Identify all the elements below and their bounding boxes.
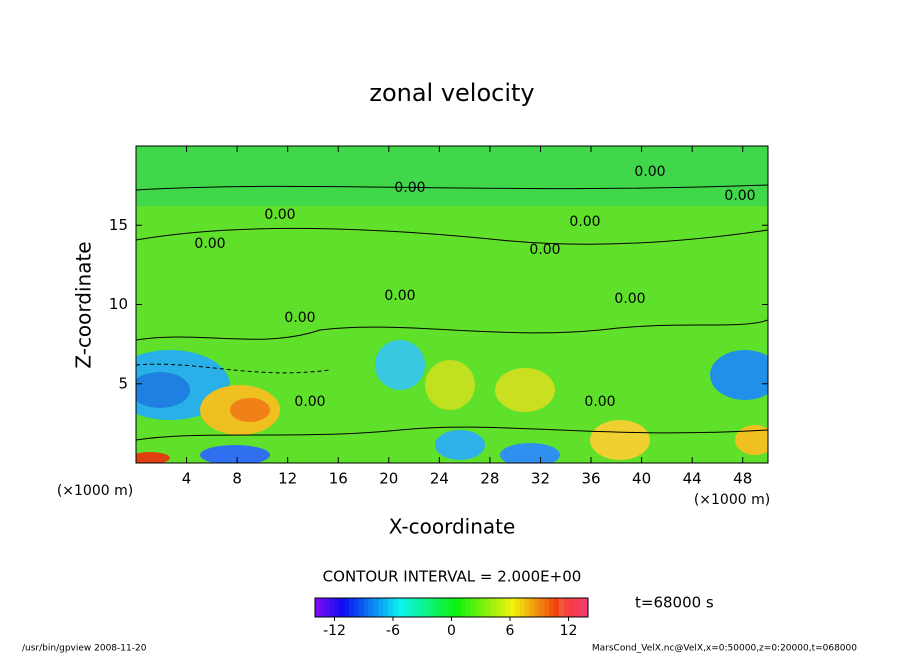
colorbar-cell [583,598,589,617]
colorbar-cell [558,598,564,617]
colorbar-cell [456,598,462,617]
contour-label: 0.00 [384,288,415,304]
contour-label: 0.00 [634,164,665,180]
colorbar-cell [378,598,384,617]
colorbar-cell [324,598,330,617]
x-axis-title: X-coordinate [389,515,516,539]
colorbar-cell [432,598,438,617]
colorbar-cell [319,598,326,617]
colorbar-cell [553,598,560,617]
colorbar-cell [446,598,452,617]
colorbar-cell [451,598,457,617]
footer-left: /usr/bin/gpview 2008-11-20 [22,644,147,654]
x-tick-label: 24 [430,470,449,488]
colorbar-cell [393,598,399,617]
colorbar-cell [412,598,418,617]
x-tick-label: 32 [531,470,550,488]
colorbar-cell [475,598,482,617]
colorbar-tick-label: 0 [447,623,456,639]
colorbar-cell [524,598,530,617]
field [136,146,768,463]
colorbar-cell [334,598,340,617]
colorbar-cell [549,598,555,617]
colorbar-cell [578,598,584,617]
colorbar-cell [363,598,369,617]
contour-label: 0.00 [529,242,560,258]
colorbar-cell [529,598,535,617]
colorbar-cell [349,598,355,617]
colorbar-cell [402,598,408,617]
contour-label: 0.00 [569,214,600,230]
colorbar-cell [563,598,569,617]
colorbar-cell [544,598,550,617]
colorbar-cell [329,598,335,617]
chart-title: zonal velocity [369,79,534,107]
colorbar-cell [480,598,486,617]
colorbar-cell [485,598,491,617]
colorbar-cell [441,598,447,617]
y-tick-label: 5 [118,374,128,392]
colorbar-cell [383,598,389,617]
colorbar-tick-label: 12 [560,623,578,639]
contour-label: 0.00 [614,291,645,307]
y-tick-label: 10 [109,295,128,313]
colorbar-cell [510,598,516,617]
colorbar-cell [315,598,321,617]
y-axis-title: Z-coordinate [72,241,96,368]
x-tick-label: 40 [632,470,651,488]
footer-right: MarsCond_VelX.nc@VelX,x=0:50000,z=0:2000… [592,644,857,654]
colorbar-cell [417,598,423,617]
x-tick-label: 48 [733,470,752,488]
colorbar-cell [339,598,345,617]
colorbar-cell [397,598,404,617]
contour-label: 0.00 [194,236,225,252]
contour-label: 0.00 [284,310,315,326]
colorbar-cell [354,598,360,617]
colorbar-cell [495,598,501,617]
contour-interval: CONTOUR INTERVAL = 2.000E+00 [323,568,582,586]
colorbar-cell [436,598,443,617]
colorbar-cell [373,598,379,617]
contour-label: 0.00 [294,394,325,410]
contour-label: 0.00 [584,394,615,410]
colorbar-cell [539,598,545,617]
colorbar-cell [368,598,374,617]
contour-label: 0.00 [264,207,295,223]
colorbar-cell [344,598,350,617]
colorbar-cell [534,598,540,617]
x-tick-label: 36 [581,470,600,488]
colorbar-cell [388,598,394,617]
x-unit-label: (×1000 m) [694,492,770,508]
colorbar-cell [514,598,521,617]
time-label: t=68000 s [635,594,714,612]
x-tick-label: 20 [379,470,398,488]
colorbar-cell [505,598,511,617]
colorbar-cell [422,598,428,617]
x-tick-label: 44 [683,470,702,488]
colorbar-cell [407,598,413,617]
contour-label: 0.00 [724,188,755,204]
x-tick-label: 16 [329,470,348,488]
colorbar-cell [358,598,365,617]
colorbar-cell [490,598,496,617]
colorbar-cell [471,598,477,617]
colorbar-cell [568,598,574,617]
colorbar-tick-label: -12 [323,623,346,639]
colorbar-tick-label: -6 [386,623,400,639]
colorbar-tick-label: 6 [506,623,515,639]
colorbar-cell [573,598,579,617]
colorbar-cell [500,598,506,617]
colorbar-cell [461,598,467,617]
x-tick-label: 12 [278,470,297,488]
contour-label: 0.00 [394,180,425,196]
colorbar-cell [519,598,525,617]
x-tick-label: 4 [182,470,192,488]
x-tick-label: 8 [232,470,242,488]
colorbar-cell [466,598,472,617]
colorbar-cell [427,598,433,617]
y-unit-label: (×1000 m) [57,483,133,499]
y-tick-label: 15 [109,216,128,234]
x-tick-label: 28 [480,470,499,488]
